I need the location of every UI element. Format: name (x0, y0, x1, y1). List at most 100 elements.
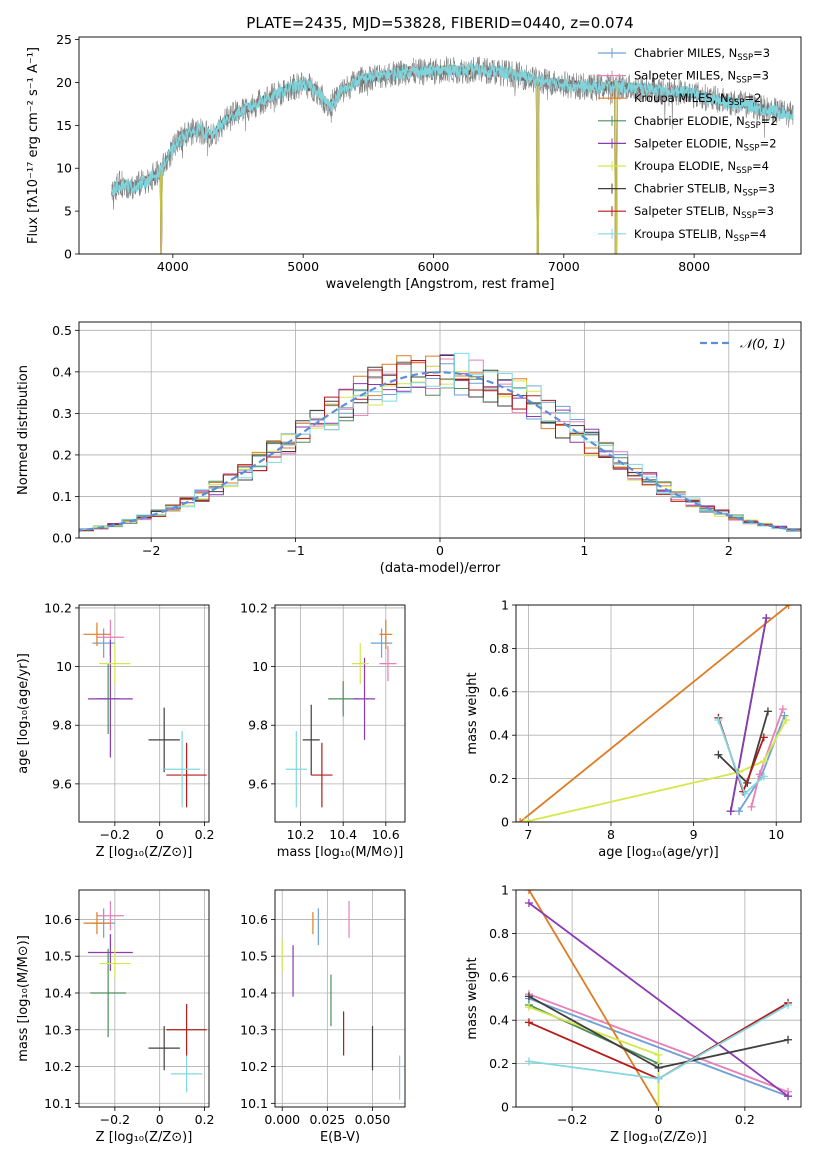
y-tick-label: 0.3 (52, 406, 72, 421)
legend-label-name: Chabrier MILES, N (634, 46, 737, 60)
legend-label: Kroupa STELIB, NSSP=4 (634, 227, 766, 244)
legend-label-tail: =4 (752, 159, 769, 173)
data-point (353, 657, 376, 740)
y-axis-label: Flux [fλ10⁻¹⁷ erg cm⁻² s⁻¹ A⁻¹] (26, 47, 41, 244)
legend-label: Chabrier MILES, NSSP=3 (634, 46, 770, 63)
x-tick-label: 10.2 (287, 827, 315, 842)
y-tick-label: 10.2 (240, 600, 268, 615)
y-tick-label: 15 (56, 118, 72, 133)
legend-label-name: Salpeter MILES, N (634, 69, 736, 83)
legend-label-sub: SSP (737, 53, 753, 63)
axes-mass_vs_EBV: 0.000 0.025 0.050 10.1 10.2 10.3 10.4 10.5 10.6 E… (240, 889, 406, 1145)
x-tick-label: 0.2 (735, 1112, 755, 1127)
axes-age_vs_Z: −0.2 0 0.2 9.6 9.8 10 10.2 Z [log₁₀(Z/Z⊙)] age [… (16, 600, 214, 860)
weight-marker (524, 1018, 533, 1027)
weight-marker (759, 733, 768, 742)
x-tick-label: 8 (607, 827, 615, 842)
y-tick-label: 0.1 (52, 489, 72, 504)
x-axis-label: Z [log₁₀(Z/Z⊙)] (96, 1130, 193, 1145)
legend-label-tail: =2 (744, 91, 761, 105)
y-tick-label: 1 (501, 598, 509, 613)
x-axis-label: age [log₁₀(age/yr)] (598, 845, 719, 860)
x-axis-label: wavelength [Angstrom, rest frame] (326, 277, 555, 292)
data-point (166, 742, 207, 808)
x-axis-label: (data-model)/error (380, 561, 501, 576)
data-point (148, 707, 180, 773)
x-tick-label: 10.6 (372, 827, 400, 842)
plot-area-age_vs_mass (285, 619, 397, 808)
data-point (83, 912, 111, 935)
y-tick-label: 10.6 (44, 912, 72, 927)
x-tick-label: 7000 (548, 259, 580, 274)
legend-label: Kroupa ELODIE, NSSP=4 (634, 159, 769, 176)
y-axis-label: mass [log₁₀(M/M⊙)] (16, 935, 31, 1062)
x-tick-label: 0.2 (195, 827, 215, 842)
weight-marker (759, 757, 768, 766)
weight-line (528, 993, 789, 1093)
data-point (379, 619, 393, 649)
x-tick-label: −0.2 (100, 827, 130, 842)
y-tick-label: 0.6 (489, 684, 509, 699)
y-tick-label: 0.0 (52, 531, 72, 546)
data-point (164, 731, 201, 808)
x-tick-label: 8000 (678, 259, 710, 274)
legend-label-name: Kroupa ELODIE, N (634, 159, 736, 173)
page-title: PLATE=2435, MJD=53828, FIBERID=0440, z=0… (246, 14, 633, 32)
legend-label: Chabrier STELIB, NSSP=3 (634, 182, 775, 199)
y-tick-label: 10.6 (240, 912, 268, 927)
legend-label-tail: =4 (749, 227, 766, 241)
y-tick-label: 10.1 (44, 1096, 72, 1111)
legend-label-sub: SSP (736, 166, 752, 176)
weight-marker (784, 1035, 793, 1044)
axes-frame (78, 889, 210, 1108)
legend-label-sub: SSP (736, 76, 752, 86)
y-tick-label: 0.4 (489, 1013, 509, 1028)
data-point (83, 622, 111, 647)
data-point (285, 731, 307, 808)
data-point (99, 948, 131, 979)
axes-frame (274, 604, 406, 823)
y-tick-label: 20 (56, 75, 72, 90)
y-tick-label: 1 (501, 883, 509, 898)
axes-residuals: −2 −1 0 1 2 0.0 0.1 0.2 0.3 0.4 0.5 (data-model)/er… (16, 321, 802, 576)
weight-marker (654, 1063, 663, 1072)
x-tick-label: 10.4 (329, 827, 357, 842)
x-tick-label: 2 (725, 543, 733, 558)
weight-marker (778, 705, 787, 714)
legend-label-tail: =3 (753, 46, 770, 60)
plot-area-mass_vs_EBV (281, 901, 401, 1100)
weight-marker (714, 750, 723, 759)
data-point (92, 628, 115, 658)
x-tick-label: 1 (580, 543, 588, 558)
y-tick-label: 0 (501, 815, 509, 830)
axes-frame (515, 604, 802, 823)
plot-area-mass_vs_Z (83, 901, 207, 1093)
axes-spectrum: 4000 5000 6000 7000 8000 0 5 10 15 20 25 wavelength… (26, 32, 802, 292)
weight-marker (784, 1092, 793, 1101)
weight-marker (524, 890, 533, 894)
legend-label-sub: SSP (745, 121, 761, 131)
axes-frame (78, 36, 802, 255)
x-tick-label: 0 (156, 1112, 164, 1127)
legend-label: Salpeter ELODIE, NSSP=2 (634, 136, 777, 153)
weight-marker (516, 818, 525, 822)
data-point (166, 1004, 207, 1056)
y-tick-label: 10.5 (44, 949, 72, 964)
y-tick-label: 9.8 (52, 718, 72, 733)
x-tick-label: −0.2 (100, 1112, 130, 1127)
data-point (87, 640, 133, 758)
weight-marker (762, 614, 771, 623)
weight-marker (784, 1001, 793, 1010)
weight-marker (524, 899, 533, 908)
data-point (302, 704, 320, 776)
x-tick-label: −0.2 (557, 1112, 587, 1127)
data-point (351, 643, 369, 685)
weight-marker (784, 605, 793, 609)
x-axis-label: E(B-V) (320, 1130, 360, 1145)
legend-label-sub: SSP (741, 211, 757, 221)
x-tick-label: 0 (156, 827, 164, 842)
data-point (148, 1026, 180, 1071)
model-spectrum-line (111, 61, 794, 196)
